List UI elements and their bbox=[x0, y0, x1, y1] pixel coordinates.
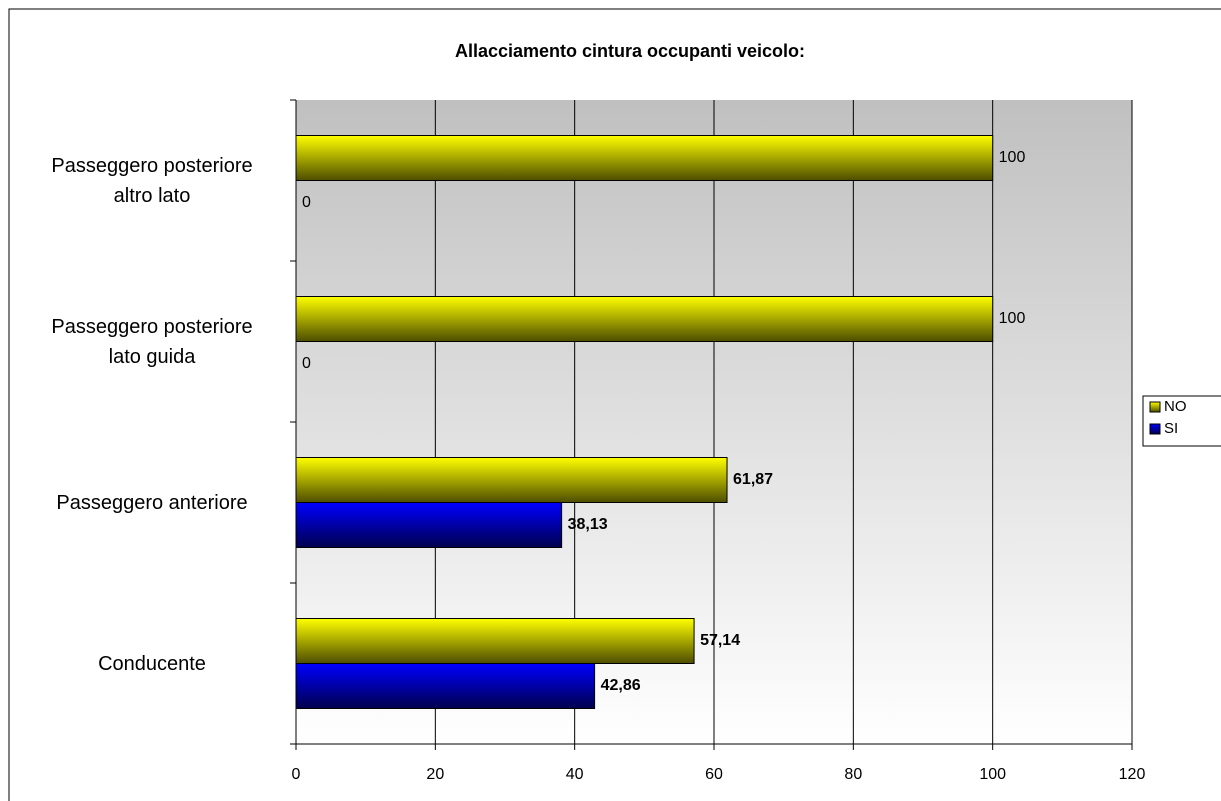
data-label: 100 bbox=[999, 310, 1026, 327]
data-label: 42,86 bbox=[601, 677, 641, 694]
legend-label: NO bbox=[1164, 398, 1187, 415]
x-tick-label: 0 bbox=[292, 766, 301, 783]
x-tick-label: 20 bbox=[426, 766, 444, 783]
data-label: 57,14 bbox=[700, 632, 740, 649]
data-label: 0 bbox=[302, 355, 311, 372]
y-tick-label: Passeggero posteriore altro lato bbox=[51, 154, 253, 207]
bar bbox=[295, 618, 695, 664]
legend-swatch bbox=[1149, 423, 1161, 435]
data-label: 61,87 bbox=[733, 471, 773, 488]
bar bbox=[295, 663, 596, 709]
x-tick-label: 100 bbox=[979, 766, 1006, 783]
data-label: 100 bbox=[999, 149, 1026, 166]
y-tick-label: Conducente bbox=[98, 652, 206, 675]
data-label: 38,13 bbox=[568, 516, 608, 533]
x-tick-label: 80 bbox=[844, 766, 862, 783]
bar bbox=[295, 457, 728, 503]
bar bbox=[295, 502, 563, 548]
chart-title: Allacciamento cintura occupanti veicolo: bbox=[455, 41, 805, 61]
y-tick-label: Passeggero posteriore lato guida bbox=[51, 315, 253, 368]
data-label: 0 bbox=[302, 194, 311, 211]
y-tick-label: Passeggero anteriore bbox=[56, 491, 248, 514]
bar bbox=[295, 296, 994, 342]
legend-label: SI bbox=[1164, 420, 1178, 437]
bar bbox=[295, 135, 994, 181]
x-tick-label: 60 bbox=[705, 766, 723, 783]
legend-swatch bbox=[1149, 401, 1161, 413]
x-tick-label: 120 bbox=[1119, 766, 1146, 783]
x-tick-label: 40 bbox=[566, 766, 584, 783]
